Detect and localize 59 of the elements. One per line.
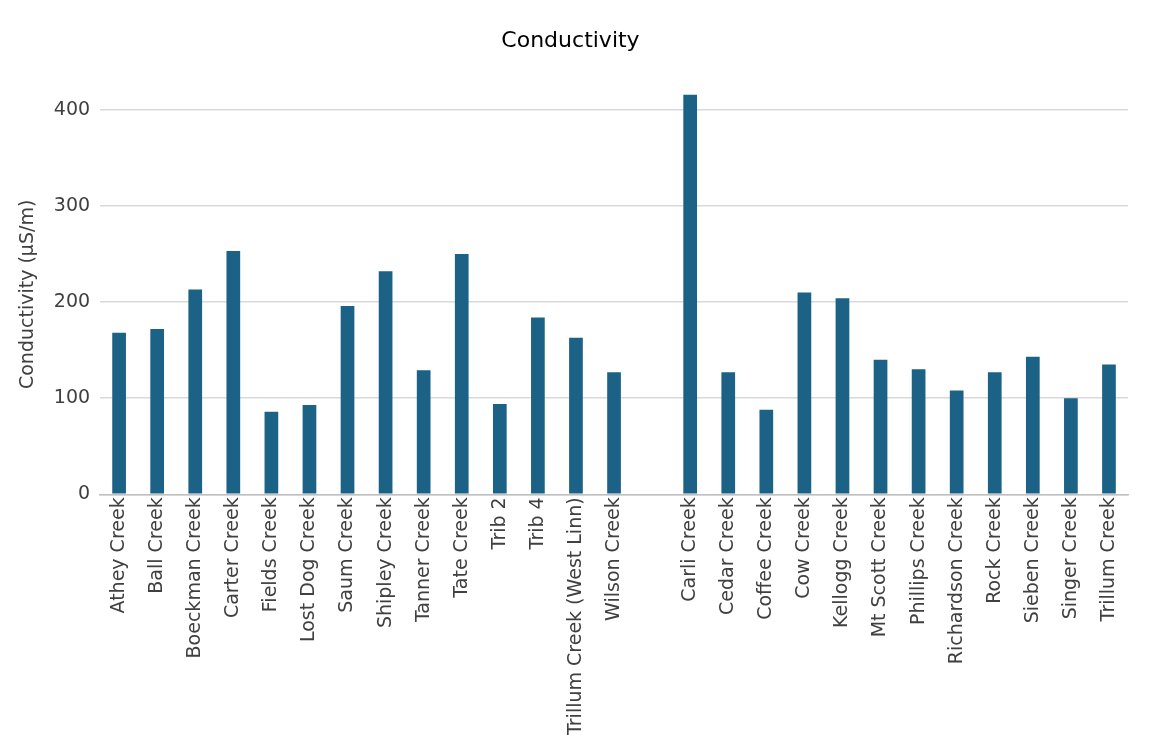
bar	[112, 332, 126, 494]
bar	[607, 372, 621, 494]
bar	[302, 404, 317, 494]
y-tick-label: 0	[77, 481, 91, 504]
x-tick-label: Tate Creek	[448, 497, 471, 599]
bar	[378, 271, 393, 494]
x-tick-label: Tanner Creek	[410, 497, 433, 624]
bar	[911, 369, 926, 494]
bar	[416, 370, 431, 494]
x-tick-label: Trillum Creek	[1095, 497, 1118, 623]
bar	[1102, 364, 1116, 494]
x-tick-label: Wilson Creek	[600, 497, 623, 621]
bar	[188, 289, 203, 494]
bar	[721, 372, 736, 494]
bar	[340, 305, 355, 494]
chart-title: Conductivity	[501, 26, 640, 52]
x-tick-label: Shipley Creek	[372, 497, 395, 629]
y-tick-label: 100	[53, 385, 91, 408]
x-tick-label: Carli Creek	[677, 497, 700, 602]
x-tick-label: Mt Scott Creek	[867, 497, 890, 638]
bar	[264, 411, 279, 494]
x-tick-label: Singer Creek	[1057, 497, 1080, 620]
bar	[949, 390, 964, 494]
x-tick-label: Carter Creek	[220, 497, 243, 619]
x-tick-label: Trib 2	[486, 497, 509, 551]
bar	[797, 292, 812, 494]
x-tick-label: Saum Creek	[334, 497, 357, 613]
bar	[1025, 356, 1040, 494]
bar	[492, 403, 507, 494]
x-tick-label: Rock Creek	[981, 497, 1004, 604]
bar	[454, 253, 469, 494]
bar	[226, 251, 241, 494]
x-tick-label: Trillum Creek (West Linn)	[562, 497, 585, 737]
bar	[759, 409, 774, 494]
bar	[987, 372, 1002, 494]
bar	[873, 359, 888, 494]
x-tick-label: Kellogg Creek	[829, 497, 852, 628]
x-tick-label: Athey Creek	[106, 497, 129, 614]
bar	[835, 298, 850, 494]
x-tick-label: Coffee Creek	[753, 497, 776, 620]
y-axis-title: Conductivity (µS/m)	[15, 199, 38, 390]
x-tick-label: Ball Creek	[144, 497, 167, 594]
x-tick-label: Cedar Creek	[715, 497, 738, 615]
bar	[531, 317, 545, 494]
x-tick-label: Trib 4	[524, 497, 547, 551]
bar	[150, 328, 165, 494]
bar	[569, 337, 583, 494]
bar	[1064, 398, 1078, 494]
x-tick-label: Richardson Creek	[943, 497, 966, 665]
x-tick-label: Phillips Creek	[905, 497, 928, 625]
x-tick-label: Cow Creek	[791, 497, 814, 599]
y-tick-label: 300	[53, 192, 91, 215]
x-tick-label: Lost Dog Creek	[296, 497, 319, 643]
x-tick-label: Fields Creek	[258, 497, 281, 613]
y-tick-label: 400	[53, 96, 91, 119]
x-tick-label: Boeckman Creek	[182, 497, 205, 659]
bar	[683, 94, 698, 494]
y-tick-label: 200	[53, 289, 91, 311]
x-tick-label: Sieben Creek	[1019, 497, 1042, 624]
